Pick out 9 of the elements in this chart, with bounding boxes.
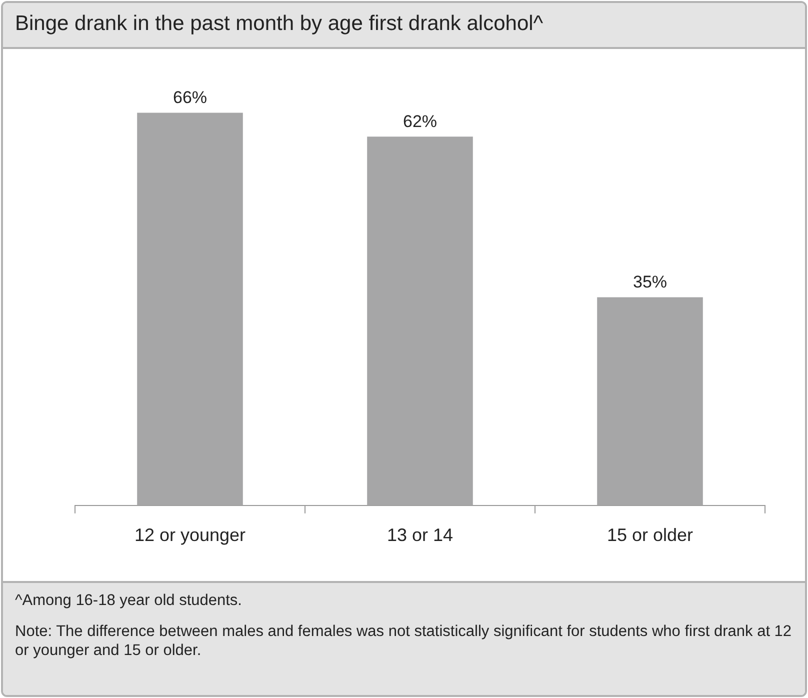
data-label: 62% [402, 112, 438, 131]
x-tick-label: 13 or 14 [386, 525, 454, 546]
text: Note: The difference between males and females was not statistically significant for students who first drank at 12 or younger and 15 or older. [15, 622, 793, 660]
chart-title: Binge drank in the past month by age first drank alcohol^ [3, 3, 805, 49]
x-tick-label: 15 or older [606, 525, 694, 546]
x-tick-label: 12 or younger [134, 525, 246, 546]
text: ^Among 16-18 year old students. [15, 591, 243, 610]
data-label: 35% [632, 272, 668, 292]
data-label: 66% [172, 88, 208, 107]
